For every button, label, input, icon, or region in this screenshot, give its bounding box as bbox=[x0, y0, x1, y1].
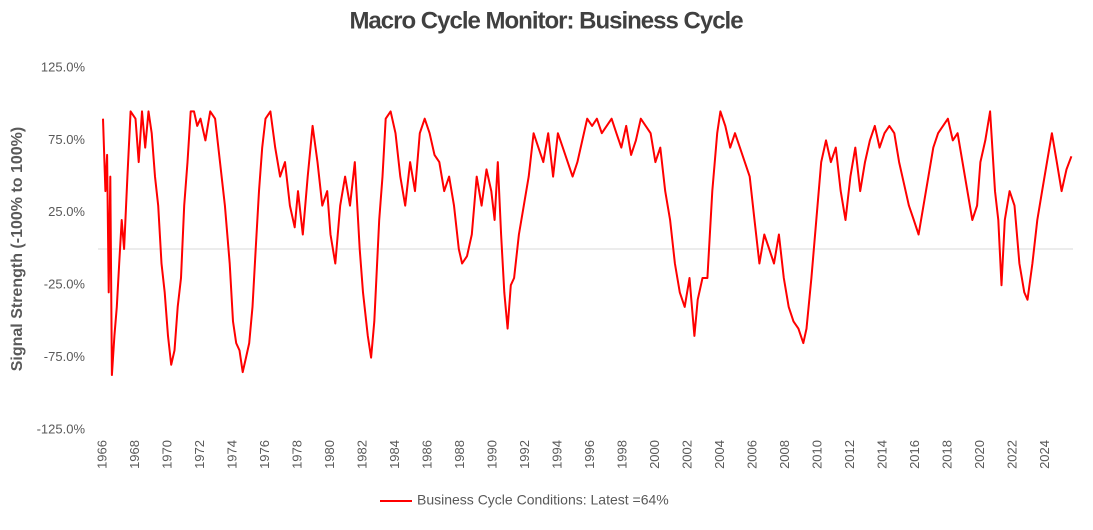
x-tick-label: 1976 bbox=[257, 440, 272, 469]
x-tick-label: 2004 bbox=[712, 440, 727, 469]
chart-title: Macro Cycle Monitor: Business Cycle bbox=[349, 7, 743, 34]
y-tick-label: 25.0% bbox=[48, 204, 85, 219]
y-tick-label: -75.0% bbox=[44, 349, 86, 364]
x-tick-label: 2006 bbox=[744, 440, 759, 469]
x-tick-label: 1966 bbox=[94, 440, 109, 469]
x-tick-label: 2016 bbox=[907, 440, 922, 469]
y-tick-label: -125.0% bbox=[37, 421, 86, 436]
x-tick-label: 1970 bbox=[159, 440, 174, 469]
x-tick-label: 1974 bbox=[224, 440, 239, 469]
x-tick-label: 2012 bbox=[842, 440, 857, 469]
x-tick-label: 2000 bbox=[647, 440, 662, 469]
x-tick-label: 1968 bbox=[127, 440, 142, 469]
x-tick-label: 1982 bbox=[354, 440, 369, 469]
legend-label: Business Cycle Conditions: Latest =64% bbox=[417, 492, 669, 508]
y-axis-label: Signal Strength (-100% to 100%) bbox=[9, 127, 26, 372]
x-tick-label: 2014 bbox=[874, 440, 889, 469]
x-tick-label: 2024 bbox=[1037, 440, 1052, 469]
data-line bbox=[102, 110, 1073, 376]
x-tick-label: 2002 bbox=[679, 440, 694, 469]
x-tick-label: 2010 bbox=[809, 440, 824, 469]
x-tick-label: 1998 bbox=[614, 440, 629, 469]
x-tick-label: 1988 bbox=[452, 440, 467, 469]
x-tick-label: 1984 bbox=[387, 440, 402, 469]
x-tick-label: 2018 bbox=[939, 440, 954, 469]
x-tick-label: 1978 bbox=[289, 440, 304, 469]
x-tick-label: 1972 bbox=[192, 440, 207, 469]
y-tick-label: -25.0% bbox=[44, 277, 86, 292]
x-tick-label: 1992 bbox=[517, 440, 532, 469]
x-tick-label: 1980 bbox=[322, 440, 337, 469]
y-tick-label: 75.0% bbox=[48, 132, 85, 147]
x-tick-label: 1996 bbox=[582, 440, 597, 469]
x-tick-label: 2008 bbox=[777, 440, 792, 469]
x-tick-label: 1994 bbox=[549, 440, 564, 469]
y-tick-label: 125.0% bbox=[41, 59, 86, 74]
x-tick-label: 2022 bbox=[1004, 440, 1019, 469]
x-tick-label: 2020 bbox=[972, 440, 987, 469]
x-tick-label: 1990 bbox=[484, 440, 499, 469]
x-tick-label: 1986 bbox=[419, 440, 434, 469]
